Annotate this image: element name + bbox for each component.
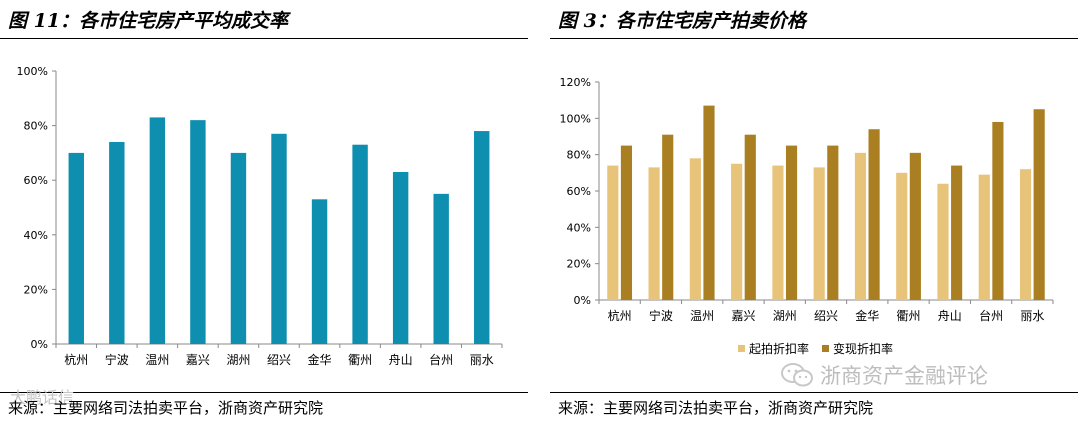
x-category-label: 舟山 bbox=[938, 309, 962, 323]
right-figure-panel: 图 3：各市住宅房产拍卖价格 0% 20% 40% 60% 80% 100% 120% 杭州 宁… bbox=[550, 0, 1080, 424]
left-figure-title: 图 11：各市住宅房产平均成交率 bbox=[8, 10, 289, 32]
bar-series-2 bbox=[827, 145, 839, 300]
x-category-label: 绍兴 bbox=[267, 353, 291, 367]
x-category-label: 丽水 bbox=[470, 353, 494, 367]
right-source-rule bbox=[550, 392, 1078, 393]
legend-item-series-2: 变现折扣率 bbox=[822, 340, 893, 357]
x-category-label: 温州 bbox=[145, 353, 169, 367]
bar-series-2 bbox=[703, 105, 715, 300]
y-tick-label: 100% bbox=[560, 112, 591, 125]
x-category-label: 衢州 bbox=[897, 309, 921, 323]
left-watermark: 大鹏话信 bbox=[10, 388, 75, 407]
legend-item-series-1: 起拍折扣率 bbox=[738, 340, 809, 357]
wechat-logo-icon bbox=[781, 363, 813, 387]
left-bar-chart: 0% 20% 40% 60% 80% 100% 杭州 宁波 温州 嘉兴 湖州 绍兴 金华 衢州 舟山 台州 丽水 bbox=[17, 65, 503, 367]
bar bbox=[68, 152, 84, 344]
legend-swatch-series-1 bbox=[738, 345, 745, 352]
legend-label-series-1: 起拍折扣率 bbox=[749, 342, 810, 356]
bar-series-2 bbox=[868, 129, 880, 300]
legend-label-series-2: 变现折扣率 bbox=[833, 342, 894, 356]
x-category-label: 湖州 bbox=[226, 352, 250, 367]
y-tick-label: 60% bbox=[567, 185, 591, 198]
bar-series-1 bbox=[1019, 169, 1032, 300]
bar-series-2 bbox=[662, 134, 674, 300]
bar-series-1 bbox=[896, 172, 908, 300]
wechat-watermark: 浙商资产金融评论 bbox=[780, 360, 988, 390]
left-source-note: 来源：主要网络司法拍卖平台，浙商资产研究院 bbox=[8, 399, 324, 417]
bar-series-2 bbox=[744, 134, 756, 300]
right-figure-title: 图 3：各市住宅房产拍卖价格 bbox=[558, 10, 806, 32]
x-category-label: 舟山 bbox=[389, 353, 413, 367]
x-category-label: 台州 bbox=[429, 352, 453, 367]
x-category-label: 杭州 bbox=[608, 308, 632, 323]
y-tick-label: 20% bbox=[567, 258, 591, 271]
y-tick-label: 100% bbox=[17, 65, 48, 78]
bar-series-1 bbox=[813, 167, 825, 300]
bar bbox=[474, 131, 490, 344]
right-title-rule bbox=[550, 38, 1078, 39]
bar-series-2 bbox=[785, 145, 798, 300]
legend-swatch-series-2 bbox=[822, 345, 829, 352]
x-category-label: 丽水 bbox=[1020, 309, 1044, 323]
y-tick-label: 80% bbox=[24, 120, 48, 133]
x-category-label: 金华 bbox=[855, 308, 879, 323]
bar-series-1 bbox=[937, 183, 949, 300]
x-category-label: 台州 bbox=[979, 308, 1003, 323]
x-category-label: 嘉兴 bbox=[186, 353, 210, 367]
x-category-label: 杭州 bbox=[64, 352, 88, 367]
bar bbox=[352, 144, 368, 344]
x-category-label: 湖州 bbox=[773, 308, 797, 323]
y-tick-label: 120% bbox=[560, 76, 591, 89]
bar bbox=[433, 193, 449, 344]
bar-series-1 bbox=[607, 165, 619, 300]
bar bbox=[230, 152, 247, 344]
x-category-label: 金华 bbox=[308, 352, 332, 367]
bar-series-2 bbox=[992, 121, 1004, 300]
wechat-watermark-text: 浙商资产金融评论 bbox=[820, 364, 988, 388]
bar bbox=[311, 199, 328, 344]
y-tick-label: 0% bbox=[31, 338, 48, 351]
x-category-label: 宁波 bbox=[649, 308, 673, 323]
left-title-rule bbox=[0, 38, 528, 39]
left-figure-panel: 图 11：各市住宅房产平均成交率 0% 20% 40% 60% 80% 100% 杭州 宁波 温… bbox=[0, 0, 530, 424]
x-category-label: 绍兴 bbox=[814, 309, 838, 323]
bar-series-2 bbox=[1033, 109, 1045, 300]
x-category-label: 嘉兴 bbox=[731, 309, 755, 323]
x-category-label: 宁波 bbox=[105, 352, 129, 367]
y-tick-label: 20% bbox=[24, 283, 48, 296]
bar-series-1 bbox=[689, 158, 701, 300]
bar-series-1 bbox=[731, 163, 743, 300]
x-category-label: 衢州 bbox=[348, 353, 372, 367]
y-tick-label: 0% bbox=[574, 294, 591, 307]
left-source-rule bbox=[0, 392, 528, 393]
bar-series-1 bbox=[978, 174, 990, 300]
y-tick-label: 60% bbox=[24, 174, 48, 187]
bar-series-2 bbox=[620, 145, 633, 300]
bar bbox=[190, 120, 206, 344]
bar bbox=[109, 141, 125, 344]
right-source-note: 来源：主要网络司法拍卖平台，浙商资产研究院 bbox=[558, 399, 874, 417]
bar bbox=[392, 172, 409, 344]
bar-series-1 bbox=[648, 167, 660, 300]
bar-series-1 bbox=[772, 165, 784, 300]
right-grouped-bar-chart: 0% 20% 40% 60% 80% 100% 120% 杭州 宁波 温州 嘉兴 湖州 绍兴 金华 衢州 舟山… bbox=[560, 76, 1054, 323]
bar-series-1 bbox=[854, 152, 867, 300]
bar-series-2 bbox=[909, 152, 921, 300]
y-tick-label: 40% bbox=[24, 229, 48, 242]
bar bbox=[271, 133, 287, 344]
bar bbox=[149, 117, 166, 344]
bar-series-2 bbox=[951, 165, 963, 300]
y-tick-label: 40% bbox=[567, 221, 591, 234]
y-tick-label: 80% bbox=[567, 149, 591, 162]
x-category-label: 温州 bbox=[690, 309, 714, 323]
